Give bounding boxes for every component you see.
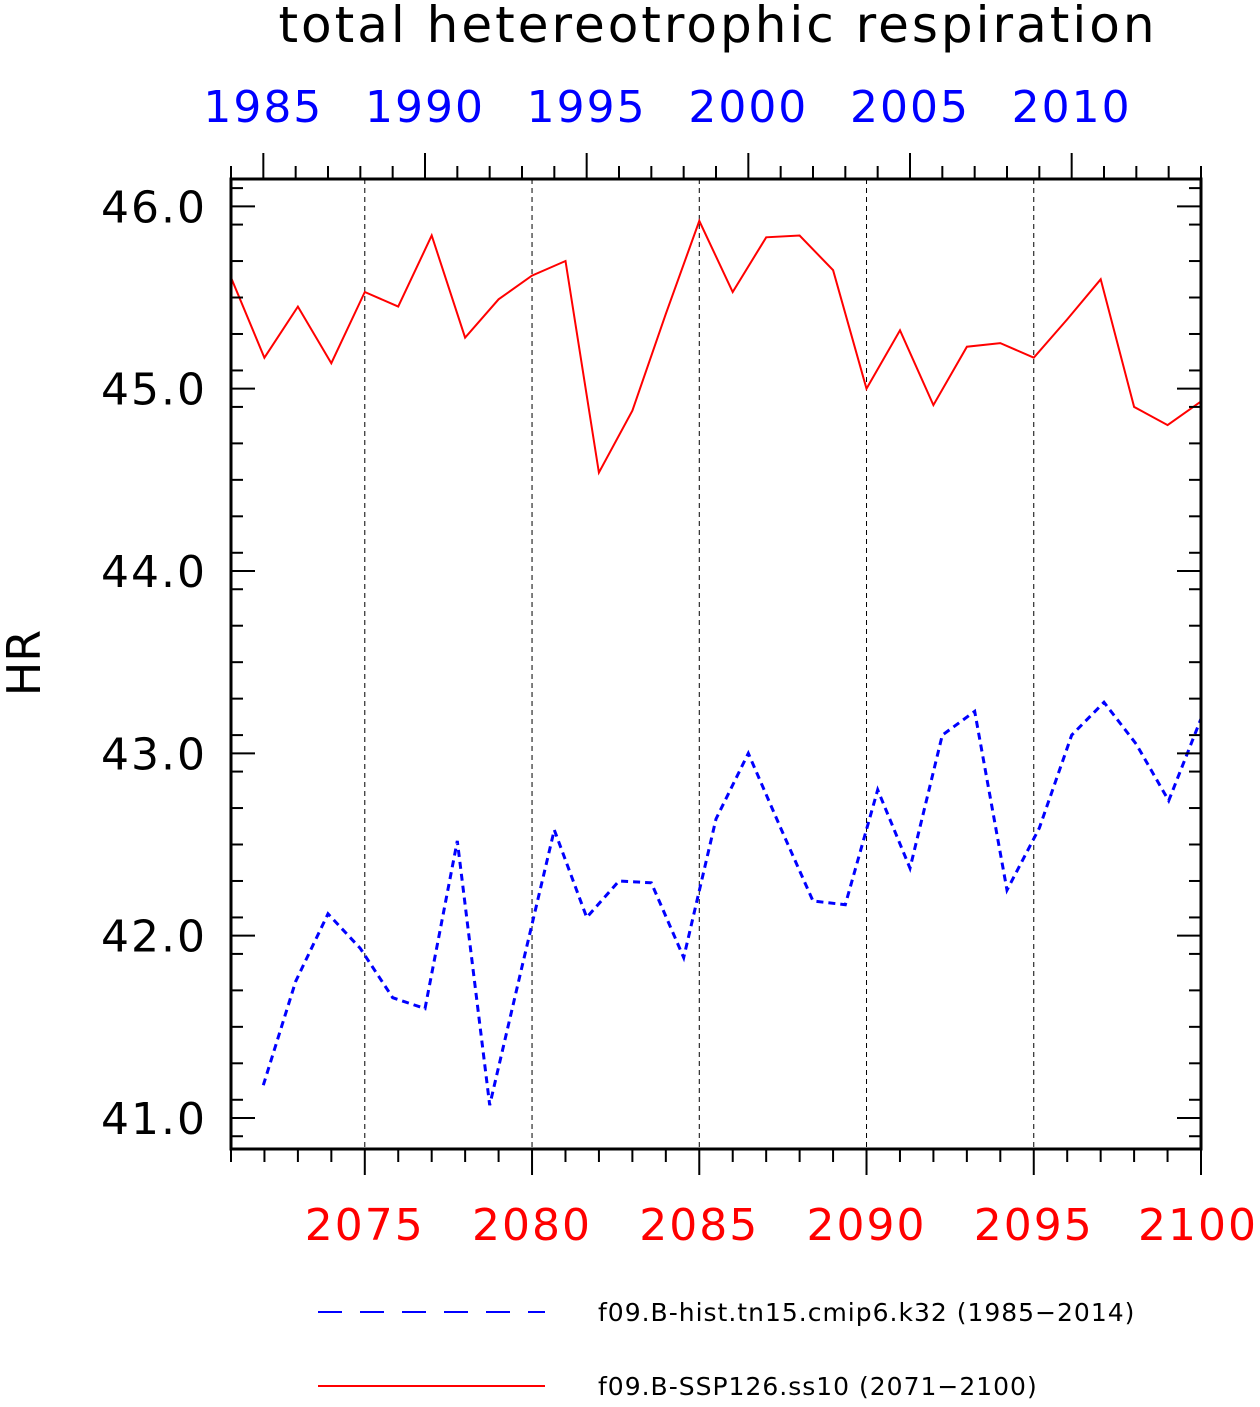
vertical-grid-lines xyxy=(364,179,1035,1149)
legend-label-0: f09.B-hist.tn15.cmip6.k32 (1985−2014) xyxy=(598,1298,1135,1327)
series-1-point xyxy=(430,234,433,237)
series-0-point xyxy=(585,916,588,919)
series-line-0 xyxy=(261,700,1203,1106)
series-0-point xyxy=(456,839,459,842)
top-tick-label: 1985 xyxy=(203,82,323,133)
series-0-point xyxy=(521,965,524,968)
series-1-point xyxy=(397,305,400,308)
series-0-point xyxy=(327,912,330,915)
top-tick-label: 2005 xyxy=(850,82,970,133)
bottom-tick-label: 2100 xyxy=(1138,1200,1258,1251)
bottom-tick-label: 2080 xyxy=(472,1200,592,1251)
y-tick-label: 45.0 xyxy=(101,365,207,416)
series-0-point xyxy=(909,867,912,870)
series-1-point xyxy=(1066,318,1069,321)
y-tick-label: 42.0 xyxy=(101,912,207,963)
series-1-point xyxy=(564,260,567,263)
y-tick-label: 46.0 xyxy=(101,182,207,233)
series-1-point xyxy=(531,274,534,277)
bottom-tick-label: 2075 xyxy=(305,1200,425,1251)
series-1-point xyxy=(497,298,500,301)
series-0-point xyxy=(359,947,362,950)
series-0-point xyxy=(391,996,394,999)
series-1-point xyxy=(965,345,968,348)
plot-frame xyxy=(229,177,1203,1151)
series-0-point xyxy=(1103,701,1106,704)
bottom-tick-label: 2095 xyxy=(974,1200,1094,1251)
series-0-point xyxy=(812,900,815,903)
legend-label-1: f09.B-SSP126.ss10 (2071−2100) xyxy=(598,1372,1038,1401)
top-tick-label: 1995 xyxy=(527,82,647,133)
series-0-point xyxy=(424,1007,427,1010)
series-0-point xyxy=(294,980,297,983)
series-1-point xyxy=(999,342,1002,345)
series-1-point xyxy=(263,356,266,359)
series-1-point xyxy=(932,404,935,407)
series-1-point xyxy=(1099,278,1102,281)
series-0-point xyxy=(682,956,685,959)
series-0-point xyxy=(973,710,976,713)
series-1-point xyxy=(865,387,868,390)
series-1-point xyxy=(631,409,634,412)
series-0-point xyxy=(844,903,847,906)
y-tick-label: 43.0 xyxy=(101,729,207,780)
series-1-point xyxy=(664,312,667,315)
top-tick-label: 1990 xyxy=(365,82,485,133)
series-0-point xyxy=(1135,743,1138,746)
series-0-point xyxy=(650,881,653,884)
bottom-tick-label: 2085 xyxy=(639,1200,759,1251)
series-1-point xyxy=(464,336,467,339)
y-tick-label: 41.0 xyxy=(101,1094,207,1145)
top-tick-label: 2000 xyxy=(688,82,808,133)
y-tick-label: 44.0 xyxy=(101,547,207,598)
bottom-tick-label: 2090 xyxy=(807,1200,927,1251)
series-1-point xyxy=(1166,424,1169,427)
series-1-point xyxy=(330,362,333,365)
series-1-point xyxy=(698,219,701,222)
series-1-point xyxy=(832,269,835,272)
series-0-point xyxy=(1167,799,1170,802)
axes-layer: 41.0 42.0 43.0 44.0 45.0 46.0 1985 1990 1995 2000… xyxy=(101,82,1258,1251)
series-0-point xyxy=(779,827,782,830)
top-tick-label: 2010 xyxy=(1012,82,1132,133)
series-1-point xyxy=(899,329,902,332)
series-1-point xyxy=(1032,356,1035,359)
series-1-point xyxy=(1133,405,1136,408)
series-0-point xyxy=(876,788,879,791)
series-1-point xyxy=(731,291,734,294)
series-0-point xyxy=(553,828,556,831)
series-1-point xyxy=(296,305,299,308)
series-0-point xyxy=(262,1084,265,1087)
y-axis-label: HR xyxy=(0,630,51,697)
series-0-point xyxy=(747,752,750,755)
series-1-point xyxy=(363,291,366,294)
legend: f09.B-hist.tn15.cmip6.k32 (1985−2014) f09… xyxy=(318,1298,1135,1401)
series-0-point xyxy=(1070,734,1073,737)
series-0-point xyxy=(941,734,944,737)
series-line-1 xyxy=(230,218,1202,476)
series-0-point xyxy=(1038,827,1041,830)
series-0-point xyxy=(618,880,621,883)
series-0-point xyxy=(1006,889,1009,892)
series-0-point xyxy=(715,818,718,821)
series-1-point xyxy=(798,234,801,237)
series-1-point xyxy=(765,236,768,239)
chart-title: total hetereotrophic respiration xyxy=(278,0,1157,54)
series-1-point xyxy=(597,471,600,474)
series-0-point xyxy=(488,1104,491,1107)
series-layer xyxy=(230,218,1203,1107)
